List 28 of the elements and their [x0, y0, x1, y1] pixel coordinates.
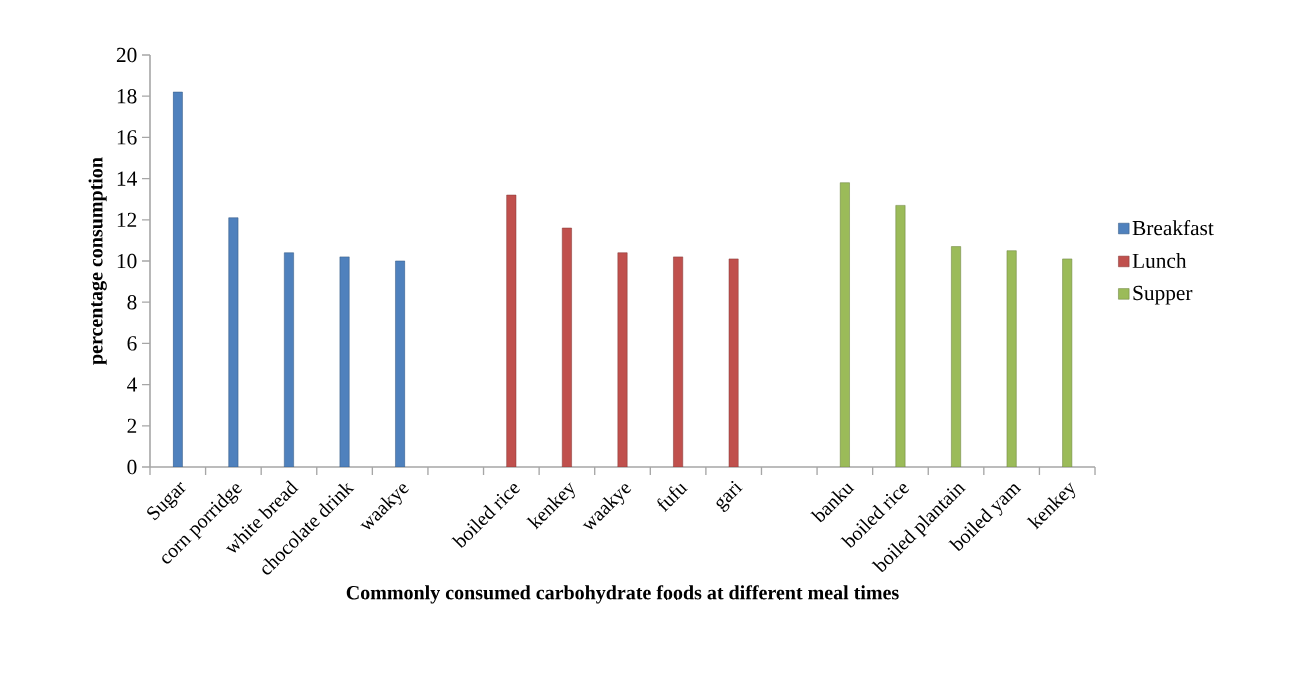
- y-axis-title: percentage consumption: [88, 157, 107, 365]
- bar: [172, 91, 183, 467]
- bar: [228, 217, 239, 467]
- y-tick-label: 20: [116, 47, 137, 63]
- y-tick-label: 2: [127, 418, 137, 433]
- bar: [506, 194, 517, 467]
- bar: [284, 252, 294, 467]
- y-tick-label: 14: [117, 171, 137, 186]
- y-tick-label: 8: [127, 295, 137, 310]
- legend-label: Breakfast: [1132, 220, 1214, 236]
- bar: [339, 256, 350, 467]
- x-axis-title: Commonly consumed carbohydrate foods at different meal times: [346, 585, 899, 604]
- legend-label: Supper: [1133, 285, 1193, 305]
- y-tick-label: 4: [127, 377, 137, 392]
- bar: [561, 227, 572, 467]
- y-tick-label: 18: [117, 89, 137, 104]
- y-tick-label: 10: [117, 253, 137, 269]
- x-tick-label: fufu: [657, 483, 688, 513]
- x-tick-label: gari: [716, 480, 743, 512]
- y-tick-label: 12: [117, 212, 137, 227]
- bar: [728, 258, 739, 467]
- legend-label: Lunch: [1132, 253, 1187, 269]
- bar: [673, 256, 684, 467]
- y-tick-label: 0: [127, 459, 137, 475]
- y-tick-label: 16: [117, 130, 137, 145]
- bar: [617, 252, 628, 467]
- y-tick-label: 6: [127, 336, 137, 351]
- bar: [395, 260, 406, 467]
